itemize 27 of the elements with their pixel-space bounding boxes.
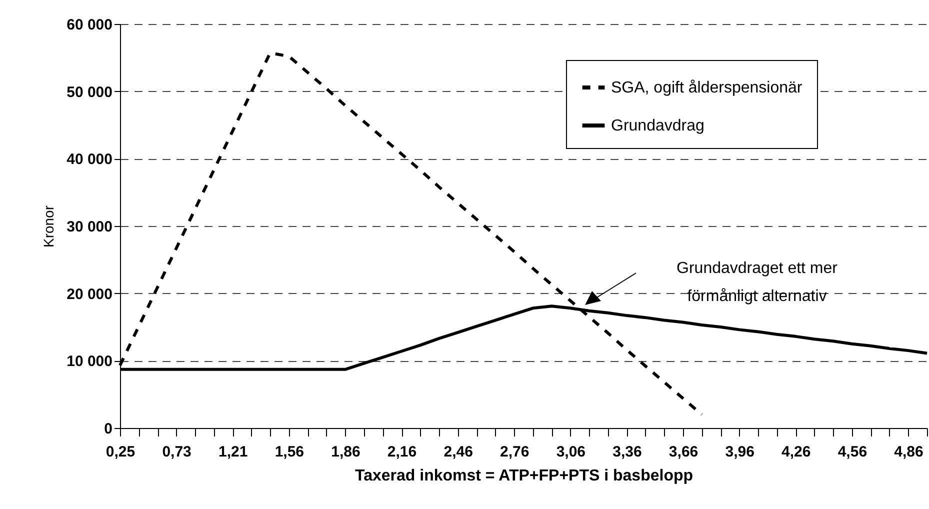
x-tick-label: 3,66 [668,444,698,460]
x-tick-label: 4,86 [894,444,924,460]
x-tick-label: 1,56 [274,444,304,460]
y-tick-label: 30 000 [66,218,112,236]
x-tick-label: 4,56 [838,444,868,460]
x-tick-label: 2,16 [387,444,417,460]
y-tick-label: 0 [104,420,112,438]
y-tick-label: 40 000 [66,151,112,168]
x-tick-label: 3,36 [612,444,642,460]
x-tick-label: 1,21 [218,444,248,460]
x-tick-label: 1,86 [331,444,360,460]
y-tick-label: 10 000 [66,353,112,370]
y-tick-label: 60 000 [66,16,112,34]
x-tick-label: 0,25 [106,444,136,460]
annotation: Grundavdraget ett mer förmånligt alternativ [676,260,838,305]
x-axis-title: Taxerad inkomst = ATP+FP+PTS i basbelopp [354,468,694,484]
x-tick-label: 3,96 [725,444,754,460]
legend-label: Grundavdrag [611,118,704,134]
y-axis-title: Kronor [40,205,57,248]
legend-label: SGA, ogift ålderspensionär [611,80,803,96]
x-tick-label: 2,46 [444,444,473,460]
x-tick-label: 0,73 [162,444,192,460]
x-tick-label: 3,06 [556,444,586,460]
x-tick-label: 2,76 [500,444,530,460]
y-tick-label: 20 000 [66,286,112,303]
y-tick-label: 50 000 [66,84,112,101]
x-tick-label: 4,26 [782,444,811,460]
